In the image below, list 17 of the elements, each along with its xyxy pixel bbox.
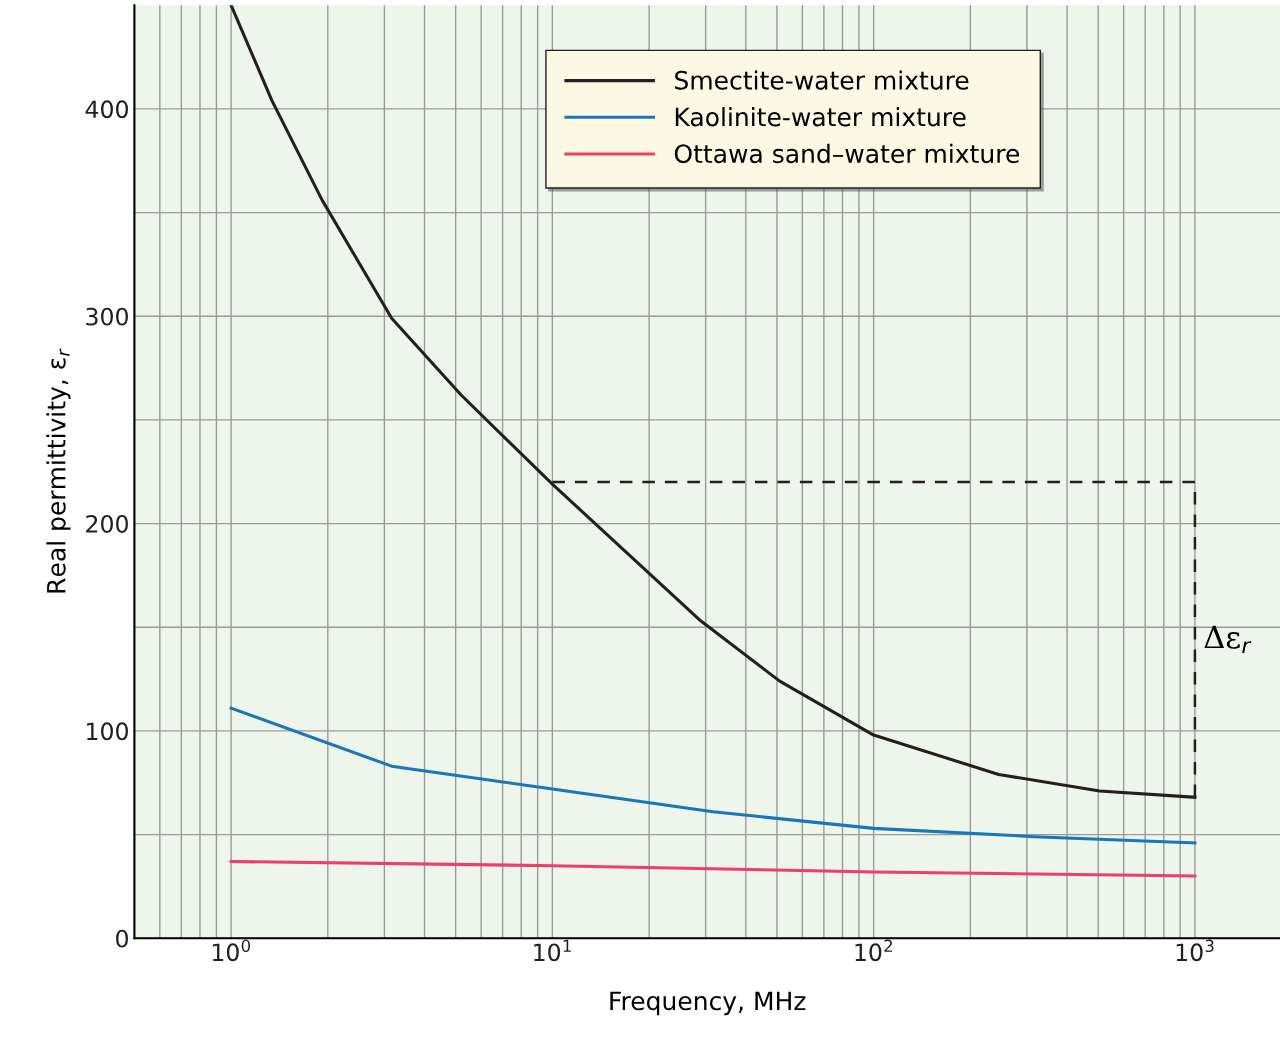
x-tick-label: 10$^{3}$ (1176, 939, 1214, 962)
x-tick-label: 10$^{0}$ (212, 939, 251, 962)
legend-label: Kaolinite-water mixture (675, 107, 966, 127)
y-tick-label: 0 (116, 929, 128, 948)
x-axis-title: Frequency, MHz (610, 991, 806, 1016)
annotation: Δε$_{r}$ (1204, 625, 1252, 654)
legend-label: Ottawa sand–water mixture (674, 143, 1019, 164)
x-tick-label: 10$^{2}$ (855, 939, 892, 962)
legend-label: Smectite-water mixture (675, 70, 969, 90)
y-tick-label: 100 (87, 722, 128, 741)
y-tick-label: 300 (86, 307, 128, 326)
x-tick-label: 10$^{1}$ (534, 939, 571, 962)
y-tick-label: 400 (85, 100, 128, 119)
line-series (229, 706, 1197, 845)
line-series (229, 860, 1197, 878)
y-axis-title: Real permittivity, ε$_{r}$ (46, 348, 71, 593)
y-tick-label: 200 (86, 515, 128, 533)
